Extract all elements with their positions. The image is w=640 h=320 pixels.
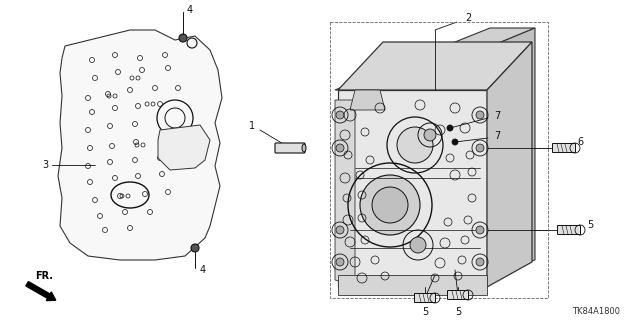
Text: 5: 5	[422, 307, 428, 317]
Text: 4: 4	[187, 5, 193, 15]
Ellipse shape	[302, 144, 306, 152]
Text: 6: 6	[577, 137, 583, 147]
Polygon shape	[335, 28, 535, 90]
Text: TK84A1800: TK84A1800	[572, 308, 620, 316]
Text: 2: 2	[465, 13, 471, 23]
Text: 5: 5	[587, 220, 593, 230]
Circle shape	[179, 34, 187, 42]
Text: 1: 1	[249, 121, 255, 131]
Circle shape	[410, 237, 426, 253]
Polygon shape	[385, 28, 535, 295]
Circle shape	[424, 129, 436, 141]
Circle shape	[476, 258, 484, 266]
Circle shape	[447, 125, 453, 131]
FancyArrow shape	[26, 282, 56, 300]
Circle shape	[476, 111, 484, 119]
Text: 7: 7	[494, 111, 500, 121]
FancyBboxPatch shape	[415, 293, 435, 302]
Polygon shape	[338, 275, 487, 295]
Polygon shape	[158, 125, 210, 170]
FancyBboxPatch shape	[447, 291, 468, 300]
Polygon shape	[58, 30, 222, 260]
Text: 3: 3	[42, 160, 48, 170]
Circle shape	[336, 258, 344, 266]
Circle shape	[476, 226, 484, 234]
Text: 4: 4	[200, 265, 206, 275]
Polygon shape	[487, 42, 532, 287]
FancyBboxPatch shape	[275, 143, 305, 153]
Circle shape	[452, 139, 458, 145]
Circle shape	[372, 187, 408, 223]
Text: FR.: FR.	[35, 271, 53, 281]
FancyBboxPatch shape	[557, 226, 580, 235]
Polygon shape	[338, 42, 532, 90]
Circle shape	[360, 175, 420, 235]
Circle shape	[336, 111, 344, 119]
Circle shape	[336, 144, 344, 152]
FancyBboxPatch shape	[552, 143, 575, 153]
Text: 5: 5	[455, 307, 461, 317]
Circle shape	[191, 244, 199, 252]
Polygon shape	[338, 90, 487, 287]
Text: 7: 7	[494, 131, 500, 141]
Circle shape	[336, 226, 344, 234]
Circle shape	[476, 144, 484, 152]
Polygon shape	[335, 100, 355, 285]
Polygon shape	[350, 90, 385, 110]
Circle shape	[397, 127, 433, 163]
